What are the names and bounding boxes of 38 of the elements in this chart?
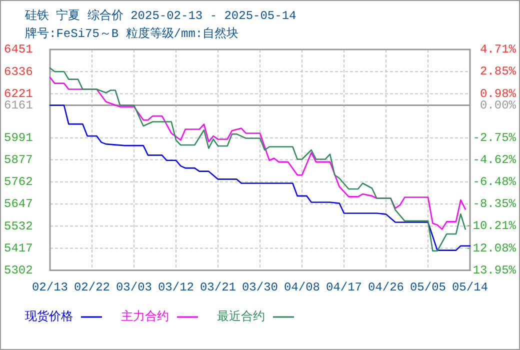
y2-tick-label: 0.98%: [480, 86, 517, 101]
x-tick-label: 02/22: [74, 280, 110, 294]
y2-tick-label: 2.85%: [480, 64, 517, 79]
y-tick-label: 6161: [4, 98, 33, 112]
chart-subtitle: 牌号:FeSi75～B 粒度等级/mm:自然块: [25, 26, 239, 41]
y-tick-label: 5302: [4, 263, 33, 278]
y2-tick-label: 4.71%: [480, 42, 517, 57]
y-tick-label: 6221: [4, 86, 33, 101]
x-tick-label: 05/05: [410, 280, 446, 294]
y2-tick-label: -13.95%: [466, 263, 517, 278]
y2-tick-label: -8.35%: [472, 197, 517, 212]
y-tick-label: 5647: [4, 197, 33, 212]
x-tick-label: 05/14: [452, 280, 488, 294]
y-tick-label: 5417: [4, 241, 33, 256]
legend-label: 现货价格: [25, 310, 73, 324]
x-tick-label: 03/03: [116, 280, 152, 294]
legend-label: 主力合约: [121, 309, 169, 324]
y-tick-label: 5762: [4, 175, 33, 190]
y-tick-label: 6336: [4, 64, 33, 79]
y-tick-label: 5532: [4, 219, 33, 234]
y2-tick-label: -4.62%: [472, 153, 517, 168]
x-tick-label: 03/30: [242, 280, 278, 294]
x-tick-label: 04/08: [284, 280, 320, 294]
y2-tick-label: -10.21%: [466, 219, 517, 234]
x-tick-label: 04/26: [368, 280, 404, 294]
x-tick-label: 03/21: [200, 280, 236, 294]
y2-tick-label: -12.08%: [466, 241, 517, 256]
chart-title: 硅铁 宁夏 综合价 2025-02-13 - 2025-05-14: [24, 8, 296, 23]
y-tick-label: 5991: [4, 131, 33, 146]
x-tick-label: 04/17: [326, 280, 362, 294]
x-tick-label: 03/12: [158, 280, 194, 294]
y2-tick-label: 0.00%: [480, 98, 517, 112]
legend-label: 最近合约: [217, 310, 265, 324]
y-tick-label: 6451: [4, 42, 33, 57]
x-tick-label: 02/13: [32, 280, 68, 294]
y2-tick-label: -6.48%: [472, 175, 517, 190]
y2-tick-label: -2.75%: [472, 130, 517, 145]
y-tick-label: 5877: [4, 152, 33, 167]
